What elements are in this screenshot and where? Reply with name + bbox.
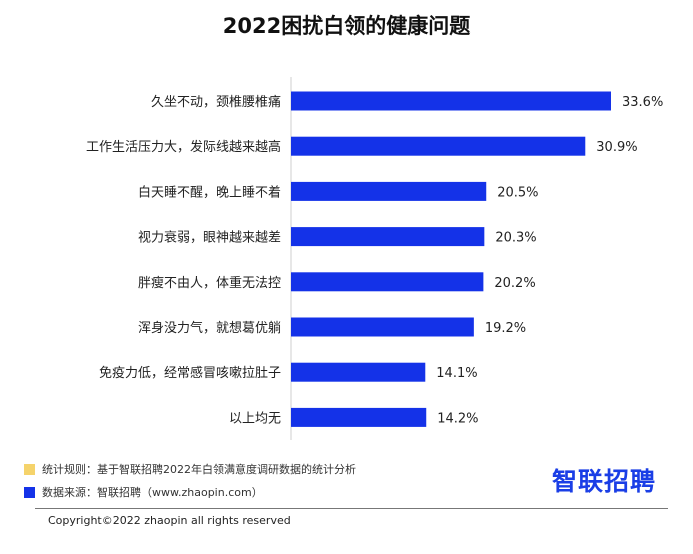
category-label: 白天睡不醒，晚上睡不着 [138,184,281,200]
category-label: 工作生活压力大，发际线越来越高 [86,139,281,155]
bar [291,317,474,337]
value-label: 20.5% [497,185,538,200]
bar [291,272,484,292]
category-label: 视力衰弱，眼神越来越差 [138,230,281,246]
category-label: 以上均无 [229,411,281,426]
category-label: 胖瘦不由人，体重无法控 [138,275,281,291]
rule-swatch [24,463,35,475]
value-label: 30.9% [596,140,637,155]
bar [291,136,586,156]
rule-text: 统计规则：基于智联招聘2022年白领满意度调研数据的统计分析 [42,463,356,476]
value-label: 20.2% [494,276,535,291]
value-label: 33.6% [622,95,663,110]
chart-title: 2022困扰白领的健康问题 [222,14,471,38]
bar [291,181,487,201]
bar [291,362,426,382]
bar [291,407,427,427]
bar-chart: 久坐不动，颈椎腰椎痛 33.6% 工作生活压力大，发际线越来越高 30.9% 白天睡不醒… [86,77,663,440]
value-label: 14.2% [437,411,478,426]
copyright-text: Copyright©2022 zhaopin all rights reserv… [48,514,291,527]
source-swatch [24,486,35,498]
bar [291,91,611,111]
bar [291,227,485,247]
source-note: 数据来源：智联招聘（www.zhaopin.com） [24,484,263,500]
category-label: 久坐不动，颈椎腰椎痛 [151,94,281,110]
value-label: 19.2% [485,321,526,336]
footer-divider [35,508,668,509]
category-label: 免疫力低，经常感冒咳嗽拉肚子 [99,365,281,381]
brand-logo: 智联招聘 [552,467,657,496]
rule-note: 统计规则：基于智联招聘2022年白领满意度调研数据的统计分析 [24,461,356,477]
category-label: 浑身没力气，就想葛优躺 [138,320,281,336]
value-label: 20.3% [495,231,536,246]
source-text: 数据来源：智联招聘（www.zhaopin.com） [42,486,263,499]
value-label: 14.1% [436,366,477,381]
